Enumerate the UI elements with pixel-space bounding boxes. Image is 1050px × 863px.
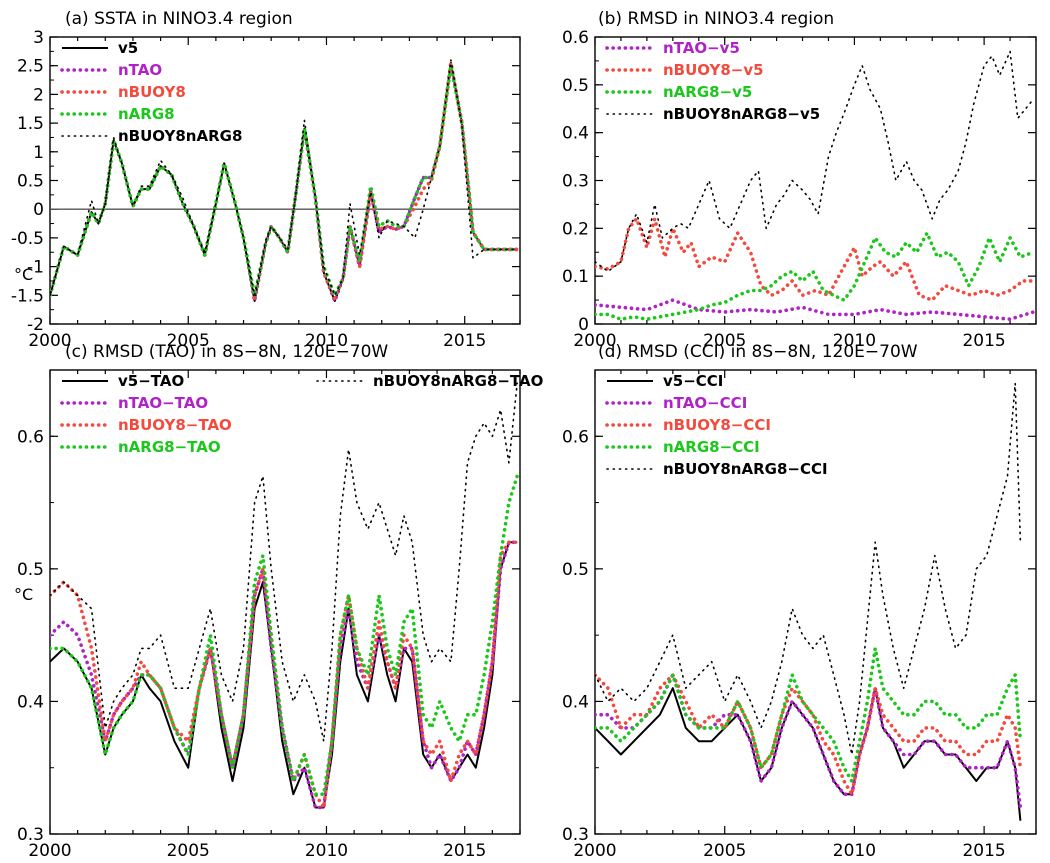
panel-c-ytick-label: 0.5 <box>17 560 44 580</box>
panel-a-series-narg8 <box>50 63 520 298</box>
panel-d-legend-label: nARG8−CCI <box>663 438 760 456</box>
panel-c-series-nbuoy8narg8-tao <box>50 382 519 743</box>
panel-a-ytick-label: 2.5 <box>17 57 44 77</box>
panel-a-title: (a) SSTA in NINO3.4 region <box>65 9 293 29</box>
panel-c-ytick-label: 0.4 <box>17 692 44 712</box>
panel-c-xtick-label: 2015 <box>443 841 486 861</box>
panel-a-legend-label: nTAO <box>118 61 162 79</box>
panel-b-frame <box>594 36 1037 325</box>
panel-b-series-narg8-v5 <box>595 231 1036 322</box>
panel-a-ytick-label: -0.5 <box>11 229 44 249</box>
panel-d-ytick-label: 0.4 <box>562 692 589 712</box>
panel-b-xtick-label: 2015 <box>962 331 1005 351</box>
panel-c-legend-label: nARG8−TAO <box>118 438 221 456</box>
panel-a-xtick-label: 2010 <box>305 331 348 351</box>
panel-a-ytick-label: -1 <box>27 258 44 278</box>
panel-d-xtick-label: 2005 <box>703 841 746 861</box>
panel-d-frame <box>594 369 1037 835</box>
panel-d-title: (d) RMSD (CCI) in 8S−8N, 120E−70W <box>598 342 918 362</box>
panel-a-legend-label: v5 <box>118 39 138 57</box>
panel-c-plot-area: 2000 2005 2010 2015 0.3 0.4 0.5 0.6 <box>17 369 521 861</box>
panel-d-legend-label: nTAO−CCI <box>663 394 747 412</box>
panel-a-ytick-label: 1.5 <box>17 114 44 134</box>
panel-c-xtick-label: 2000 <box>28 841 71 861</box>
panel-c-ytick-label: 0.6 <box>17 427 44 447</box>
panel-c-series-narg8-tao <box>50 474 520 797</box>
panel-a-legend-label: nARG8 <box>118 105 175 123</box>
panel-b-xtick-label: 2005 <box>703 331 746 351</box>
panel-d-series-nbuoy8narg8-cci <box>595 382 1022 756</box>
panel-b-ytick-label: 0.3 <box>562 172 589 192</box>
panel-c-legend-label: nTAO−TAO <box>118 394 208 412</box>
panel-d-legend-label: nBUOY8nARG8−CCI <box>663 460 828 478</box>
panel-d-xtick-label: 2000 <box>573 841 616 861</box>
panel-b-plot-area: 2000 2005 2010 2015 0 0.1 0.2 0.3 0.4 0.5 0.6 <box>562 28 1037 351</box>
panel-d-xtick-label: 2010 <box>833 841 876 861</box>
panel-d-ytick-label: 0.6 <box>562 427 589 447</box>
panel-b-legend: nTAO−v5 nBUOY8−v5 nARG8−v5 nBUOY8nARG8−v5 <box>605 39 820 123</box>
panel-d-ytick-label: 0.5 <box>562 560 589 580</box>
panel-d-series-narg8-cci <box>595 646 1023 783</box>
panel-d-series-nbuoy8-cci <box>595 673 1023 797</box>
panel-a-ytick-label: 1 <box>33 143 44 163</box>
panel-b-legend-label: nBUOY8−v5 <box>663 61 764 79</box>
panel-a-ytick-label: 3 <box>33 28 44 48</box>
panel-d: (d) RMSD (CCI) in 8S−8N, 120E−70W 2000 20… <box>562 342 1037 861</box>
panel-a-xtick-label: 2000 <box>28 331 71 351</box>
panel-d-xtick-label: 2015 <box>962 841 1005 861</box>
panel-a-ytick-label: 0 <box>33 200 44 220</box>
panel-b-ytick-label: 0.4 <box>562 124 589 144</box>
panel-b-legend-label: nBUOY8nARG8−v5 <box>663 105 820 123</box>
panel-b-xtick-label: 2000 <box>573 331 616 351</box>
panel-c-title: (c) RMSD (TAO) in 8S−8N, 120E−70W <box>65 342 388 362</box>
panel-a-xtick-label: 2015 <box>443 331 486 351</box>
panel-b-series-nbuoy8-v5 <box>595 217 1036 302</box>
panel-a-plot-area: 2000 2005 2010 2015 -2 -1.5 -1 -0.5 0 0.5 1 1.5 2 2.5… <box>11 28 521 351</box>
panel-b-ytick-label: 0.2 <box>562 219 589 239</box>
panel-a-ylabel: °C <box>14 265 33 284</box>
panel-c-ylabel: °C <box>14 585 33 604</box>
panel-d-plot-area: 2000 2005 2010 2015 0.3 0.4 0.5 0.6 <box>562 369 1037 861</box>
panel-c-frame <box>49 369 521 835</box>
panel-b-xtick-label: 2010 <box>833 331 876 351</box>
panel-b-legend-label: nTAO−v5 <box>663 39 740 57</box>
panel-c-legend-label: nBUOY8−TAO <box>118 416 232 434</box>
panel-c-xtick-label: 2005 <box>167 841 210 861</box>
panel-c-series-ntao-tao <box>50 540 520 810</box>
panel-d-legend-label: v5−CCI <box>663 372 723 390</box>
panel-c-xtick-label: 2010 <box>305 841 348 861</box>
panel-a-xtick-label: 2005 <box>167 331 210 351</box>
panel-b-ytick-label: 0.1 <box>562 267 589 287</box>
panel-a-series-nbuoy8narg8 <box>50 59 519 297</box>
panel-c-ytick-label: 0.3 <box>17 825 44 845</box>
panel-a-ytick-label: -1.5 <box>11 286 44 306</box>
panel-b: (b) RMSD in NINO3.4 region 2000 2005 2010 2… <box>562 9 1037 351</box>
panel-d-legend-label: nBUOY8−CCI <box>663 416 771 434</box>
panel-d-ytick-label: 0.3 <box>562 825 589 845</box>
panel-c-legend: v5−TAO nTAO−TAO nBUOY8−TAO nARG8−TAO nBUOY8n… <box>60 372 543 456</box>
panel-b-series-ntao-v5 <box>595 298 1036 322</box>
panel-b-ytick-label: 0.6 <box>562 28 589 48</box>
panel-b-legend-label: nARG8−v5 <box>663 83 752 101</box>
panel-c-legend-label: v5−TAO <box>118 372 184 390</box>
panel-a-ytick-label: 2 <box>33 85 44 105</box>
panel-b-ytick-label: 0 <box>578 315 589 335</box>
panel-a: (a) SSTA in NINO3.4 region °C 2000 2005 20… <box>11 9 521 351</box>
panel-d-legend: v5−CCI nTAO−CCI nBUOY8−CCI nARG8−CCI nBUOY8n… <box>605 372 828 478</box>
panel-c: (c) RMSD (TAO) in 8S−8N, 120E−70W °C 200… <box>14 342 543 861</box>
panel-b-series-nbuoy8narg8-v5 <box>595 50 1035 273</box>
panel-c-legend-label: nBUOY8nARG8−TAO <box>373 372 543 390</box>
panel-a-legend-label: nBUOY8 <box>118 83 186 101</box>
panel-b-title: (b) RMSD in NINO3.4 region <box>598 9 834 29</box>
panel-b-ytick-label: 0.5 <box>562 76 589 96</box>
panel-a-ytick-label: 0.5 <box>17 172 44 192</box>
panel-a-legend-label: nBUOY8nARG8 <box>118 127 242 145</box>
panel-a-ytick-label: -2 <box>27 315 44 335</box>
